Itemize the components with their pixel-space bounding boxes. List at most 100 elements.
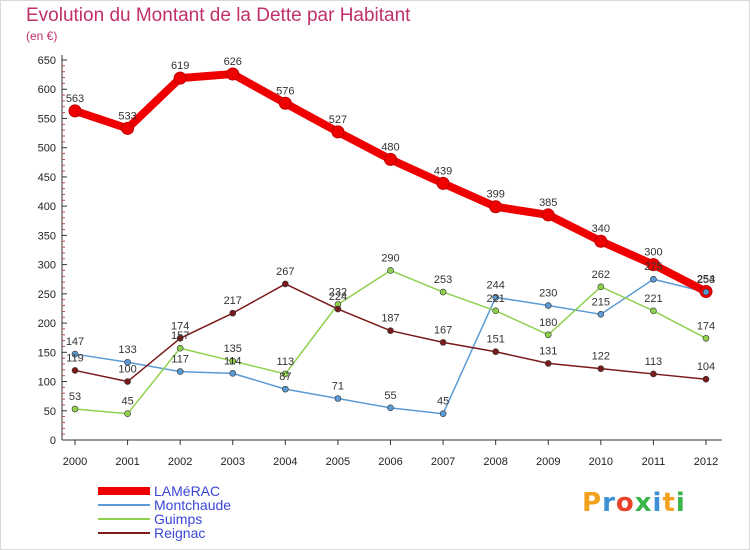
x-tick-label: 2005 [326,456,350,468]
data-point [226,67,240,81]
data-point [229,357,237,365]
data-label: 157 [171,330,189,342]
x-tick-label: 2007 [431,456,455,468]
data-label: 55 [384,390,396,402]
data-point [124,410,131,417]
data-point [71,350,79,358]
data-label: 45 [121,396,133,408]
y-tick-label: 200 [38,318,56,330]
data-label: 104 [697,361,715,373]
data-point [282,370,289,378]
chart-title: Evolution du Montant de la Dette par Hab… [26,5,411,26]
data-point [544,331,552,339]
data-point [650,275,657,283]
data-label: 254 [697,274,715,286]
legend-label: Montchaude [154,497,232,513]
data-point [544,360,552,367]
data-label: 619 [171,60,189,72]
data-point [492,307,499,315]
data-label: 230 [539,288,557,300]
data-label: 131 [539,345,557,357]
data-point [597,311,605,318]
data-point [334,395,342,402]
data-label: 290 [381,252,399,264]
data-point [176,344,184,352]
data-point [282,385,289,393]
data-label: 217 [224,295,242,307]
data-point [650,307,657,315]
data-label: 262 [592,269,610,281]
data-point [597,283,605,291]
data-label: 174 [171,320,189,332]
data-point [492,348,499,356]
data-label: 119 [66,352,84,364]
x-tick-label: 2004 [273,456,297,468]
y-tick-label: 450 [38,172,56,184]
y-tick-label: 0 [50,435,56,447]
data-point [334,305,342,313]
logo-letter: t [662,488,676,518]
logo-letter: i [675,488,686,518]
data-label: 122 [592,351,610,363]
x-tick-label: 2003 [221,456,245,468]
y-tick-label: 500 [38,143,56,155]
data-label: 399 [486,189,504,201]
chart-subtitle: (en €) [26,29,58,43]
axes: 0 50 100 150 200 250 300 350 400 450 500 550 600 650 2… [38,55,722,468]
data-label: 253 [697,274,715,286]
y-tick-label: 150 [38,347,56,359]
data-point [387,327,394,334]
x-tick-label: 2001 [115,456,139,468]
data-point [384,152,397,166]
logo-letter: r [602,488,616,518]
data-point [541,208,555,222]
data-label: 100 [118,364,136,376]
data-point [124,358,131,366]
legend-label: LAMéRAC [154,483,221,499]
data-label: 45 [437,396,449,408]
data-label: 626 [224,56,242,68]
data-label: 215 [592,296,610,308]
data-label: 527 [329,114,347,126]
data-label: 114 [224,355,242,367]
x-tick-label: 2012 [694,456,718,468]
data-label: 267 [276,266,294,278]
data-point [176,334,184,342]
data-point [229,370,237,377]
data-point [387,267,394,274]
data-label: 244 [486,279,504,291]
data-label: 221 [644,293,662,305]
x-tick-label: 2010 [589,456,613,468]
data-label: 253 [434,274,452,286]
data-label: 87 [279,371,291,383]
logo-letter: i [652,488,663,518]
x-tick-label: 2011 [642,456,666,468]
data-labels: 563 533 619 626 576 527 480 439 399 385 340 300 254 1… [66,56,715,408]
logo-letter: o [615,488,635,518]
x-tick-label: 2002 [168,456,192,468]
y-tick-label: 50 [44,406,56,418]
data-point [702,288,710,296]
data-label: 187 [381,313,399,325]
data-point [173,71,187,85]
data-point [176,368,184,375]
data-point [650,370,657,378]
data-label: 563 [66,93,84,105]
x-tick-label: 2006 [378,456,402,468]
data-label: 180 [539,317,557,329]
data-point [331,125,345,139]
y-tick-label: 400 [38,201,56,213]
data-label: 147 [66,336,84,348]
data-label: 533 [118,110,136,122]
x-tick-label: 2000 [63,456,87,468]
data-point [71,405,79,413]
data-label: 221 [486,293,504,305]
data-point [124,378,131,385]
data-point [68,104,82,118]
data-label: 135 [224,343,242,355]
data-label: 385 [539,197,557,209]
data-point [439,288,447,296]
data-label: 133 [118,344,136,356]
data-label: 174 [697,320,715,332]
